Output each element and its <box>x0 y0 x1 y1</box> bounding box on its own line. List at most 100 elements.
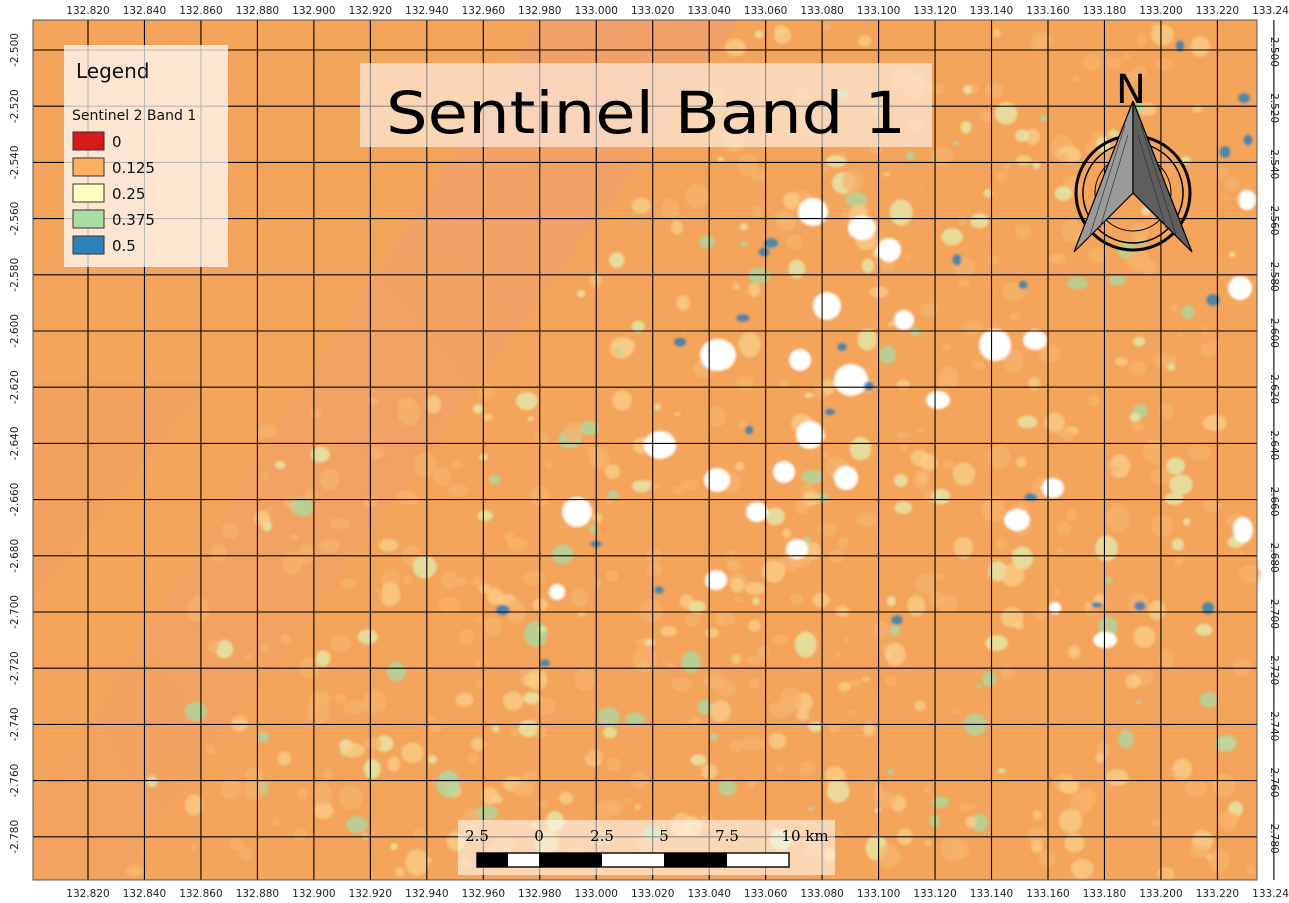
longitude-label: 133.140 <box>970 888 1013 900</box>
latitude-label: -2.540 <box>9 145 21 179</box>
latitude-label: -2.580 <box>1268 258 1280 292</box>
latitude-label: -2.740 <box>1268 707 1280 741</box>
longitude-label: 132.840 <box>123 5 166 17</box>
scale-label: 10 km <box>781 827 828 845</box>
longitude-label: 133.080 <box>800 5 843 17</box>
latitude-label: -2.720 <box>1268 651 1280 685</box>
longitude-label: 132.820 <box>66 888 109 900</box>
longitude-label: 133.240 <box>1252 5 1289 17</box>
scale-labels: 2.5 0 2.5 5 7.5 10 km <box>465 827 829 845</box>
latitude-label: -2.620 <box>1268 370 1280 404</box>
raster-features <box>124 23 1261 880</box>
longitude-label: 133.160 <box>1026 888 1069 900</box>
latitude-label: -2.540 <box>1268 145 1280 179</box>
latitude-label: -2.680 <box>1268 539 1280 573</box>
latitude-label: -2.560 <box>1268 202 1280 236</box>
latitude-label: -2.640 <box>1268 426 1280 460</box>
legend-label: 0.375 <box>112 211 155 229</box>
latitude-label: -2.560 <box>9 202 21 236</box>
legend-swatch <box>72 235 105 255</box>
longitude-label: 133.040 <box>687 5 730 17</box>
longitude-label: 133.020 <box>631 5 674 17</box>
scale-label: 5 <box>659 827 669 845</box>
legend-label: 0.25 <box>112 185 145 203</box>
longitude-label: 132.960 <box>462 888 505 900</box>
longitude-label: 132.960 <box>462 5 505 17</box>
latitude-label: -2.500 <box>9 33 21 67</box>
legend-swatch <box>72 209 105 229</box>
latitude-label: -2.660 <box>1268 483 1280 517</box>
latitude-label: -2.500 <box>1268 33 1280 67</box>
latitude-label: -2.600 <box>9 314 21 348</box>
latitude-label: -2.760 <box>9 764 21 798</box>
latitude-label: -2.720 <box>9 651 21 685</box>
latitude-label: -2.620 <box>9 370 21 404</box>
legend-items: 0 0.125 0.25 0.375 0.5 <box>72 131 155 255</box>
scale-label: 0 <box>534 827 544 845</box>
scale-label: 2.5 <box>590 827 614 845</box>
longitude-label: 132.820 <box>66 5 109 17</box>
title-block: Sentinel Band 1 <box>360 63 932 147</box>
north-arrow-icon: N <box>1073 67 1193 253</box>
latitude-label: -2.700 <box>1268 595 1280 629</box>
raster-map[interactable] <box>33 20 1261 880</box>
latitude-labels-right: -2.500 -2.520 -2.540 -2.560 -2.580 -2.600 -2.6… <box>1268 33 1280 854</box>
longitude-label: 133.220 <box>1196 888 1239 900</box>
longitude-label: 133.100 <box>857 888 900 900</box>
scale-label: 7.5 <box>715 827 739 845</box>
legend-label: 0.125 <box>112 159 155 177</box>
longitude-label: 133.100 <box>857 5 900 17</box>
latitude-label: -2.700 <box>9 595 21 629</box>
latitude-label: -2.640 <box>9 426 21 460</box>
longitude-label: 132.900 <box>292 5 335 17</box>
legend: Legend Sentinel 2 Band 1 0 0.125 0.25 0.375… <box>64 45 228 267</box>
latitude-label: -2.680 <box>9 539 21 573</box>
longitude-label: 133.240 <box>1252 888 1289 900</box>
longitude-label: 133.060 <box>744 888 787 900</box>
longitude-label: 132.920 <box>349 5 392 17</box>
longitude-label: 132.980 <box>518 5 561 17</box>
raster-darker-region <box>33 380 210 600</box>
longitude-label: 133.200 <box>1139 5 1182 17</box>
legend-background <box>64 45 228 267</box>
legend-swatch <box>72 183 105 203</box>
legend-swatch <box>72 157 105 177</box>
latitude-label: -2.580 <box>9 258 21 292</box>
longitude-label: 132.860 <box>179 888 222 900</box>
longitude-label: 132.920 <box>349 888 392 900</box>
longitude-label: 132.840 <box>123 888 166 900</box>
longitude-label: 133.120 <box>913 888 956 900</box>
map-border <box>32 19 1258 881</box>
latitude-label: -2.520 <box>1268 89 1280 123</box>
legend-label: 0 <box>112 133 122 151</box>
map-title: Sentinel Band 1 <box>386 79 906 147</box>
scale-bar: 2.5 0 2.5 5 7.5 10 km <box>458 820 835 875</box>
longitude-label: 133.040 <box>687 888 730 900</box>
longitude-label: 132.880 <box>236 888 279 900</box>
longitude-label: 133.180 <box>1083 5 1126 17</box>
latitude-label: -2.520 <box>9 89 21 123</box>
raster-diagonal-band <box>33 20 740 880</box>
longitude-label: 132.940 <box>405 888 448 900</box>
longitude-label: 133.000 <box>575 888 618 900</box>
longitude-label: 132.880 <box>236 5 279 17</box>
legend-heading: Legend <box>76 59 149 83</box>
title-background <box>360 63 932 147</box>
longitude-label: 132.860 <box>179 5 222 17</box>
longitude-label: 133.180 <box>1083 888 1126 900</box>
longitude-label: 132.980 <box>518 888 561 900</box>
latitude-label: -2.760 <box>1268 764 1280 798</box>
longitude-label: 133.140 <box>970 5 1013 17</box>
longitude-label: 133.220 <box>1196 5 1239 17</box>
legend-label: 0.5 <box>112 237 136 255</box>
latitude-labels-left: -2.500 -2.520 -2.540 -2.560 -2.580 -2.600 -2.6… <box>9 33 21 854</box>
longitude-label: 133.200 <box>1139 888 1182 900</box>
legend-swatch <box>72 131 105 151</box>
longitude-label: 133.080 <box>800 888 843 900</box>
longitude-label: 133.020 <box>631 888 674 900</box>
longitude-label: 133.160 <box>1026 5 1069 17</box>
latitude-label: -2.740 <box>9 707 21 741</box>
scale-label: 2.5 <box>465 827 489 845</box>
latitude-label: -2.780 <box>1268 820 1280 854</box>
